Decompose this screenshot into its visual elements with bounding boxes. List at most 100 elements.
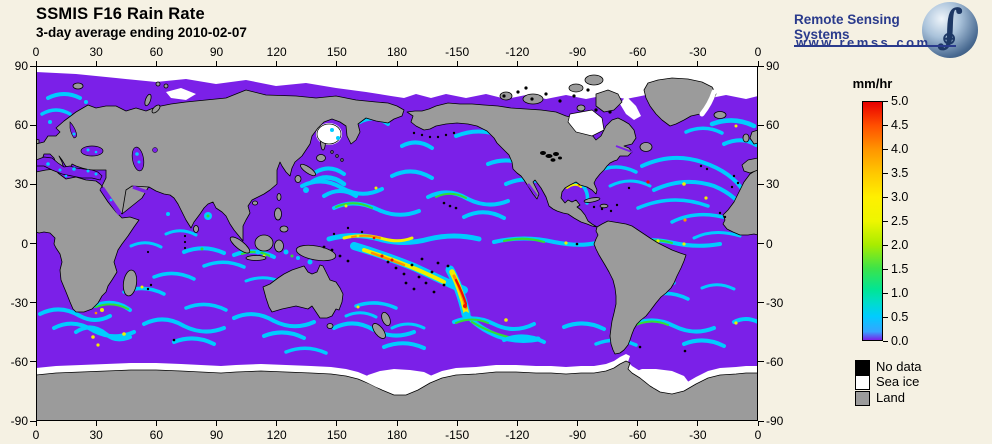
legend-label: Sea ice <box>876 374 920 390</box>
tick-mark <box>216 61 217 66</box>
tick-mark <box>883 316 888 318</box>
lon-tick-label: 150 <box>326 45 347 59</box>
tick-mark <box>30 420 36 422</box>
lon-tick-label: 60 <box>149 428 163 442</box>
tick-mark <box>757 421 759 426</box>
lon-tick-label: 30 <box>89 45 103 59</box>
tick-mark <box>883 148 888 150</box>
colorbar-gradient <box>862 101 883 341</box>
tick-mark <box>883 220 888 222</box>
tick-mark <box>155 421 157 426</box>
logo-name: Remote Sensing Systems <box>794 12 956 47</box>
tick-mark <box>757 61 759 66</box>
page-subtitle: 3-day average ending 2010-02-07 <box>36 25 247 40</box>
tick-mark <box>883 292 888 294</box>
colorbar-tick-label: 4.0 <box>891 142 909 156</box>
lon-tick-label: 60 <box>149 45 163 59</box>
tick-mark <box>336 421 338 426</box>
lat-tick-label: -30 <box>766 295 784 310</box>
colorbar-tick-label: 5.0 <box>891 94 909 108</box>
lon-tick-label: 150 <box>326 428 347 442</box>
page-title: SSMIS F16 Rain Rate <box>36 5 205 23</box>
tick-mark <box>637 421 639 426</box>
tick-mark <box>758 65 764 67</box>
lat-tick-label: -30 <box>10 295 28 310</box>
colorbar-tick-label: 4.5 <box>891 118 909 132</box>
colorbar-tick-label: 3.5 <box>891 166 909 180</box>
legend-label: Land <box>876 389 905 405</box>
lon-tick-label: -150 <box>445 45 470 59</box>
crosshair-icon: ⊕ <box>942 29 957 48</box>
tick-mark <box>456 61 458 66</box>
map-frame <box>36 66 758 421</box>
lat-tick-label: 30 <box>14 177 28 192</box>
colorbar-tick-label: 2.0 <box>891 238 909 252</box>
lon-tick-label: 30 <box>89 428 103 442</box>
lat-tick-label: 30 <box>766 177 780 192</box>
tick-mark <box>883 172 888 174</box>
world-map <box>36 66 758 421</box>
tick-mark <box>336 61 338 66</box>
tick-mark <box>30 183 36 185</box>
lon-tick-label: 90 <box>209 428 224 442</box>
lon-tick-label: 120 <box>266 45 287 59</box>
lon-tick-label: -90 <box>568 428 587 442</box>
tick-mark <box>758 243 764 244</box>
land-layer <box>36 74 758 421</box>
legend-swatch <box>855 390 870 406</box>
colorbar-tick-label: 1.5 <box>891 262 909 276</box>
tick-mark <box>577 61 578 66</box>
lon-tick-label: 90 <box>209 45 224 59</box>
tick-mark <box>35 61 37 66</box>
lon-tick-label: 0 <box>754 45 762 59</box>
nodata-layer <box>146 86 740 353</box>
tick-mark <box>758 183 764 185</box>
remss-logo: ∫ ⊕ Remote Sensing Systems www.remss.com <box>794 0 990 60</box>
lon-tick-label: 0 <box>32 428 40 442</box>
tick-mark <box>276 421 278 426</box>
lon-tick-label: -60 <box>628 45 647 59</box>
legend-swatch <box>855 360 870 375</box>
integral-icon: ∫ <box>936 0 964 53</box>
tick-mark <box>883 124 888 126</box>
tick-mark <box>883 340 888 342</box>
tick-mark <box>758 302 764 304</box>
colorbar-tick-label: 0.0 <box>891 334 909 348</box>
legend-swatch <box>855 375 870 391</box>
tick-mark <box>30 361 36 363</box>
globe-logo-icon: ∫ ⊕ <box>922 0 978 58</box>
lat-tick-label: 0 <box>21 236 28 251</box>
lat-tick-label: 60 <box>766 118 780 133</box>
tick-mark <box>30 243 36 244</box>
tick-mark <box>35 421 37 426</box>
tick-mark <box>577 421 578 426</box>
lon-tick-label: 0 <box>32 45 40 59</box>
lon-tick-label: -90 <box>568 45 587 59</box>
tick-mark <box>516 61 518 66</box>
tick-mark <box>456 421 458 426</box>
colorbar-tick-label: 3.0 <box>891 190 909 204</box>
tick-mark <box>216 421 217 426</box>
lon-tick-label: -30 <box>689 45 707 59</box>
tick-mark <box>396 61 398 66</box>
colorbar-unit: mm/hr <box>852 76 893 91</box>
tick-mark <box>30 65 36 67</box>
tick-mark <box>516 421 518 426</box>
tick-mark <box>883 244 888 246</box>
lat-tick-label: 90 <box>14 59 28 73</box>
tick-mark <box>697 421 699 426</box>
colorbar-tick-label: 1.0 <box>891 286 909 300</box>
tick-mark <box>30 124 36 126</box>
tick-mark <box>758 420 764 422</box>
lon-tick-label: -30 <box>689 428 707 442</box>
lat-tick-label: -90 <box>10 414 28 428</box>
lon-tick-label: 0 <box>754 428 762 442</box>
tick-mark <box>276 61 278 66</box>
tick-mark <box>758 124 764 126</box>
tick-mark <box>396 421 398 426</box>
tick-mark <box>30 302 36 304</box>
colorbar-tick-label: 0.5 <box>891 310 909 324</box>
lat-tick-label: -60 <box>766 354 784 369</box>
lon-tick-label: -150 <box>445 428 470 442</box>
